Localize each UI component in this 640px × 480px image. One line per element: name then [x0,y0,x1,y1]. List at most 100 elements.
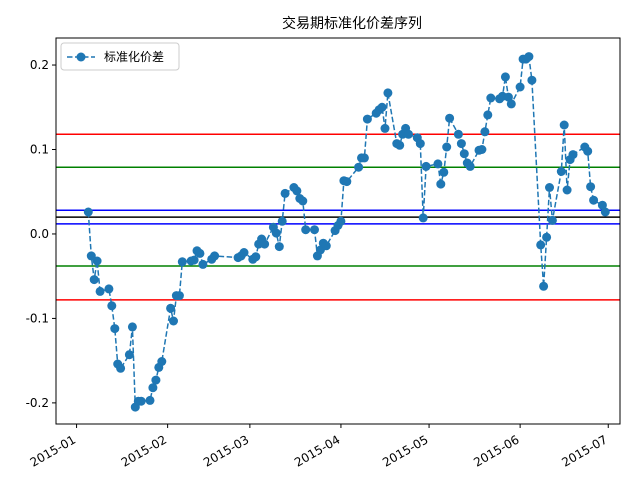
data-point-68 [383,88,393,98]
data-point-108 [556,167,566,176]
data-point-57 [336,216,346,226]
data-point-84 [456,139,466,149]
data-point-118 [600,207,610,217]
data-point-19 [157,357,167,366]
data-point-62 [359,153,369,163]
data-point-20 [166,303,176,313]
data-point-42 [274,242,284,252]
y-tick-label-0: -0.2 [26,396,49,410]
data-point-36 [251,252,261,262]
x-tick-label-0: 2015-01 [28,432,78,469]
data-point-10 [124,350,134,360]
y-tick-label-1: -0.1 [26,311,49,325]
data-point-115 [586,182,596,192]
data-point-92 [486,93,496,103]
data-point-66 [377,102,387,112]
data-point-91 [483,110,493,120]
reference-lines [56,133,620,301]
data-point-81 [442,142,452,152]
data-point-116 [589,195,599,205]
data-point-82 [445,113,455,123]
data-point-75 [415,139,425,149]
y-tick-label-2: 0.0 [30,227,49,241]
data-point-9 [116,363,126,373]
data-point-96 [503,92,513,102]
data-point-97 [506,99,516,109]
data-point-109 [559,120,569,130]
data-point-117 [597,200,607,210]
series-layer [83,52,610,412]
data-point-7 [110,324,120,334]
data-point-50 [310,225,319,235]
data-point-0 [83,207,93,217]
data-point-60 [354,162,364,172]
chart-title: 交易期标准化价差序列 [282,15,422,32]
data-point-63 [362,114,372,124]
data-point-39 [260,239,270,249]
data-point-73 [404,129,413,139]
data-point-104 [539,281,549,291]
data-point-98 [515,82,525,92]
data-point-46 [292,186,302,196]
data-point-6 [107,301,117,311]
data-point-24 [177,257,187,267]
legend-marker [76,52,86,62]
legend: 标准化价差 [60,42,180,71]
legend-label: 标准化价差 [104,50,164,64]
data-point-80 [439,167,449,177]
series-line [87,55,606,411]
plot-frame [55,37,621,425]
x-tick-label-3: 2015-04 [292,432,342,469]
data-point-26 [189,255,199,265]
data-point-54 [321,241,331,251]
data-point-28 [195,248,205,258]
y-axis: -0.2 -0.1 0.0 0.1 0.2 [26,58,56,410]
data-point-83 [453,129,463,139]
data-point-23 [174,291,184,301]
data-point-49 [301,225,311,235]
x-tick-label-4: 2015-05 [380,432,430,469]
x-axis: 2015-01 2015-02 2015-03 2015-04 2015-05 2015-… [28,424,610,470]
data-point-106 [545,183,554,192]
data-point-4 [95,286,105,296]
data-point-43 [277,216,287,226]
data-point-59 [342,177,352,187]
data-point-87 [465,161,475,171]
data-point-5 [104,284,114,294]
data-point-95 [500,72,510,82]
data-point-48 [298,196,308,206]
data-point-112 [568,150,578,160]
data-point-15 [145,395,155,405]
data-point-110 [562,185,572,195]
data-point-102 [527,75,537,85]
data-point-70 [395,140,405,150]
x-tick-label-1: 2015-02 [119,432,169,469]
data-point-67 [380,123,390,133]
x-tick-label-2: 2015-03 [201,432,251,469]
data-point-16 [148,383,158,393]
data-point-1 [86,251,96,261]
data-point-2 [89,275,99,285]
data-point-34 [239,248,249,257]
legend-box [60,42,180,71]
data-point-114 [583,146,593,156]
data-point-105 [542,232,552,242]
data-point-31 [210,251,220,261]
data-point-107 [547,215,557,225]
y-tick-label-3: 0.1 [30,142,49,156]
data-point-3 [92,256,102,266]
data-point-77 [421,161,431,171]
data-point-29 [198,259,208,269]
data-point-14 [136,396,146,406]
data-point-89 [477,145,487,154]
y-tick-label-4: 0.2 [30,58,49,72]
x-tick-label-5: 2015-06 [471,432,521,469]
data-point-76 [418,213,428,223]
data-point-41 [271,228,281,238]
data-point-90 [480,127,490,137]
data-point-21 [169,316,178,326]
x-tick-label-6: 2015-07 [559,432,609,469]
data-point-17 [151,375,161,385]
data-point-103 [536,240,546,250]
